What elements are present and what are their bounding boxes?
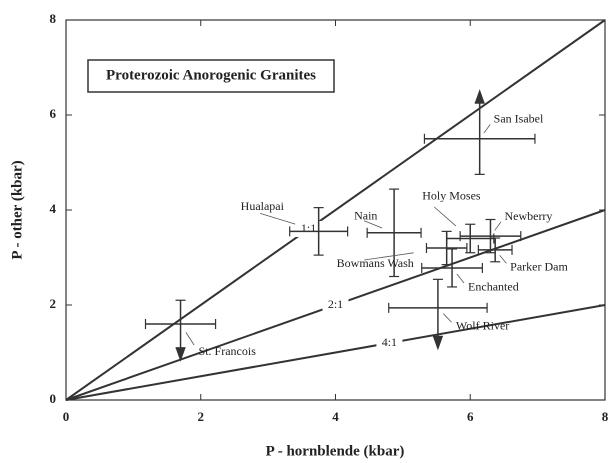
x-tick-label: 4 xyxy=(332,409,339,424)
point-label: Parker Dam xyxy=(510,260,568,274)
label-leader xyxy=(483,124,491,134)
y-tick-label: 8 xyxy=(50,11,57,26)
ratio-label: 2:1 xyxy=(328,297,343,311)
x-axis-label: P - hornblende (kbar) xyxy=(266,443,405,459)
ratio-line xyxy=(65,19,606,401)
point-label: Wolf River xyxy=(456,319,509,333)
point-label: San Isabel xyxy=(494,112,544,126)
ratio-label-bg xyxy=(322,297,349,313)
point-label: Nain xyxy=(354,209,377,223)
point-label: St. Francois xyxy=(199,344,257,358)
y-tick-label: 4 xyxy=(50,201,57,216)
limit-arrow xyxy=(474,89,485,104)
label-leader xyxy=(364,252,414,261)
ratio-label-bg xyxy=(376,335,403,351)
point-label: Hualapai xyxy=(241,199,285,213)
ratio-label-bg xyxy=(295,221,322,237)
y-axis-label: P - other (kbar) xyxy=(9,160,25,259)
limit-arrow xyxy=(432,336,443,351)
x-tick-label: 2 xyxy=(198,409,205,424)
label-leader xyxy=(433,206,457,227)
x-tick-label: 0 xyxy=(63,409,70,424)
ratio-label: 4:1 xyxy=(382,335,397,349)
x-tick-label: 8 xyxy=(602,409,609,424)
label-leader xyxy=(185,332,195,346)
x-tick-label: 6 xyxy=(467,409,474,424)
point-label: Enchanted xyxy=(468,280,519,294)
label-leader xyxy=(443,313,452,323)
y-tick-label: 2 xyxy=(50,296,57,311)
chart-title: Proterozoic Anorogenic Granites xyxy=(106,67,316,83)
label-leader xyxy=(363,220,383,229)
label-leader xyxy=(494,221,502,231)
ratio-line xyxy=(65,304,606,401)
y-tick-label: 6 xyxy=(50,106,57,121)
label-leader xyxy=(499,255,507,264)
y-tick-label: 0 xyxy=(50,391,57,406)
limit-arrow xyxy=(175,347,186,362)
label-leader xyxy=(456,273,465,284)
ratio-label: 1:1 xyxy=(301,221,316,235)
point-label: Bowmans Wash xyxy=(337,256,414,270)
point-label: Newberry xyxy=(504,209,552,223)
title-box xyxy=(87,59,335,93)
label-leader xyxy=(260,212,296,225)
point-label: Holy Moses xyxy=(422,188,481,202)
